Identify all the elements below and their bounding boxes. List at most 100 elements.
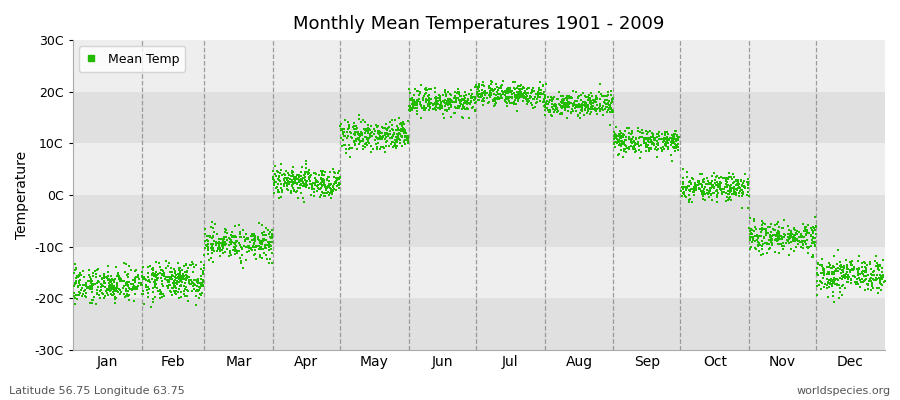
Point [734,187,749,193]
Point [760,224,775,230]
Point [155,270,169,277]
Point [247,252,261,258]
Point [431,94,446,101]
Point [216,238,230,245]
Point [514,89,528,96]
Point [830,280,844,287]
Point [827,279,842,285]
Point [472,81,486,87]
Point [359,140,374,146]
Point [768,227,782,234]
Point [494,93,508,99]
Point [444,114,458,120]
Point [464,94,478,100]
Point [575,106,590,112]
Point [706,190,720,196]
Point [438,100,453,106]
Point [676,180,690,187]
Point [153,270,167,276]
Point [582,99,597,106]
Point [397,120,411,127]
Point [314,178,328,184]
Point [284,179,298,186]
Point [509,93,524,100]
Point [614,134,628,141]
Point [762,234,777,240]
Point [274,167,288,174]
Point [356,136,371,142]
Point [611,138,625,144]
Point [413,88,428,95]
Point [216,240,230,247]
Point [323,189,338,196]
Point [583,97,598,103]
Point [778,240,793,246]
Point [781,230,796,237]
Point [838,272,852,278]
Point [88,281,103,287]
Point [547,94,562,100]
Point [863,274,878,281]
Point [422,102,436,108]
Point [230,242,244,249]
Point [177,291,192,297]
Point [642,146,656,152]
Point [301,171,315,177]
Point [362,134,376,141]
Point [196,269,211,275]
Point [605,99,619,105]
Point [631,128,645,134]
Point [760,241,775,247]
Point [99,274,113,280]
Point [696,191,710,198]
Point [229,238,243,245]
Point [793,234,807,240]
Point [514,89,528,96]
Point [848,274,862,280]
Point [357,134,372,140]
Point [721,191,735,198]
Point [357,126,372,132]
Point [631,147,645,153]
Point [208,220,222,227]
Point [454,93,468,100]
Point [438,93,453,100]
Point [681,182,696,189]
Point [302,170,317,176]
Point [527,96,542,102]
Point [147,272,161,278]
Point [456,100,471,106]
Point [341,122,356,128]
Point [128,276,142,283]
Point [854,279,868,285]
Point [719,190,733,196]
Point [490,81,504,88]
Point [674,187,688,194]
Point [617,128,632,134]
Point [120,278,134,285]
Point [784,246,798,252]
Point [676,179,690,186]
Point [828,268,842,274]
Point [447,104,462,110]
Point [89,274,104,280]
Point [129,274,143,280]
Point [520,86,535,92]
Point [770,235,785,241]
Point [356,138,371,144]
Point [332,174,347,180]
Point [348,126,363,132]
Point [94,287,108,293]
Point [390,126,404,133]
Point [532,87,546,94]
Point [241,236,256,242]
Point [248,237,262,244]
Point [225,232,239,239]
Point [167,288,182,294]
Point [295,194,310,201]
Point [126,284,140,291]
Point [168,268,183,274]
Point [80,284,94,290]
Point [609,138,624,145]
Point [695,190,709,196]
